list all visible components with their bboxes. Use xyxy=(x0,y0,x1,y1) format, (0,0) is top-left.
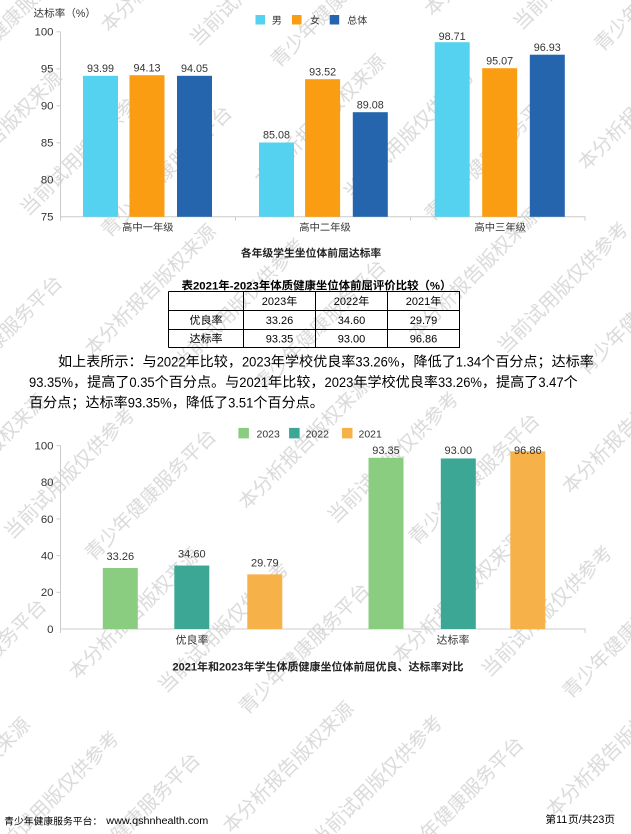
svg-text:40: 40 xyxy=(41,551,54,563)
svg-text:85: 85 xyxy=(41,138,54,150)
svg-text:80: 80 xyxy=(41,477,54,489)
svg-text:2023: 2023 xyxy=(242,353,271,369)
svg-text:93.00: 93.00 xyxy=(338,334,366,346)
svg-text:96.86: 96.86 xyxy=(410,334,438,346)
svg-text:2023: 2023 xyxy=(325,374,354,390)
svg-text:85.08: 85.08 xyxy=(263,130,290,142)
svg-text:90: 90 xyxy=(41,101,54,113)
svg-text:96.86: 96.86 xyxy=(514,445,542,457)
svg-text:95: 95 xyxy=(41,64,54,76)
svg-text:-2023: -2023 xyxy=(230,280,259,292)
svg-text:75: 75 xyxy=(41,212,54,224)
svg-text:96.93: 96.93 xyxy=(534,42,561,54)
svg-text:93.35: 93.35 xyxy=(372,445,400,457)
svg-text:3.47: 3.47 xyxy=(538,374,563,390)
svg-text:2021: 2021 xyxy=(359,428,383,440)
svg-text:www.qshnhealth.com: www.qshnhealth.com xyxy=(105,816,208,827)
svg-text:2023: 2023 xyxy=(257,428,281,440)
svg-text:89.08: 89.08 xyxy=(357,99,384,111)
svg-text:1.34: 1.34 xyxy=(456,353,481,369)
svg-text:93.00: 93.00 xyxy=(445,445,473,457)
svg-text:%: % xyxy=(76,8,86,20)
svg-text:93.35%: 93.35% xyxy=(29,374,73,390)
svg-text:29.79: 29.79 xyxy=(410,315,438,327)
svg-text:2022: 2022 xyxy=(157,353,186,369)
svg-text:2021: 2021 xyxy=(406,296,430,308)
svg-text:2021: 2021 xyxy=(173,662,197,674)
svg-text:33.26%: 33.26% xyxy=(438,374,482,390)
svg-text:%: % xyxy=(430,280,440,292)
svg-text:60: 60 xyxy=(41,514,54,526)
svg-text:29.79: 29.79 xyxy=(251,558,279,570)
svg-text:93.99: 93.99 xyxy=(87,63,114,75)
svg-text:95.07: 95.07 xyxy=(486,55,513,67)
svg-text:0: 0 xyxy=(47,624,53,636)
svg-text:2023: 2023 xyxy=(219,662,243,674)
svg-text:33.26: 33.26 xyxy=(266,315,294,327)
svg-text:0.35: 0.35 xyxy=(129,374,154,390)
svg-text:20: 20 xyxy=(41,587,54,599)
svg-text:93.35%: 93.35% xyxy=(128,394,172,410)
svg-text:100: 100 xyxy=(34,441,53,453)
svg-text:2021: 2021 xyxy=(239,374,268,390)
svg-text:98.71: 98.71 xyxy=(439,31,466,43)
svg-text:2021: 2021 xyxy=(193,280,219,292)
svg-text:34.60: 34.60 xyxy=(178,549,206,561)
svg-text:34.60: 34.60 xyxy=(338,315,366,327)
svg-text:100: 100 xyxy=(34,27,53,39)
svg-text:3.51: 3.51 xyxy=(228,394,253,410)
svg-text:94.13: 94.13 xyxy=(133,62,160,74)
svg-text:2023: 2023 xyxy=(262,296,286,308)
svg-text:2022: 2022 xyxy=(306,428,330,440)
svg-text:33.26%: 33.26% xyxy=(355,353,399,369)
svg-text:23: 23 xyxy=(592,814,604,826)
svg-text:80: 80 xyxy=(41,175,54,187)
svg-text:2022: 2022 xyxy=(334,296,358,308)
svg-text:11: 11 xyxy=(556,814,567,826)
svg-text:93.52: 93.52 xyxy=(309,66,336,78)
svg-text:33.26: 33.26 xyxy=(107,551,135,563)
svg-text:/: / xyxy=(579,814,582,826)
svg-text:94.05: 94.05 xyxy=(181,63,208,75)
svg-text:93.35: 93.35 xyxy=(266,334,294,346)
